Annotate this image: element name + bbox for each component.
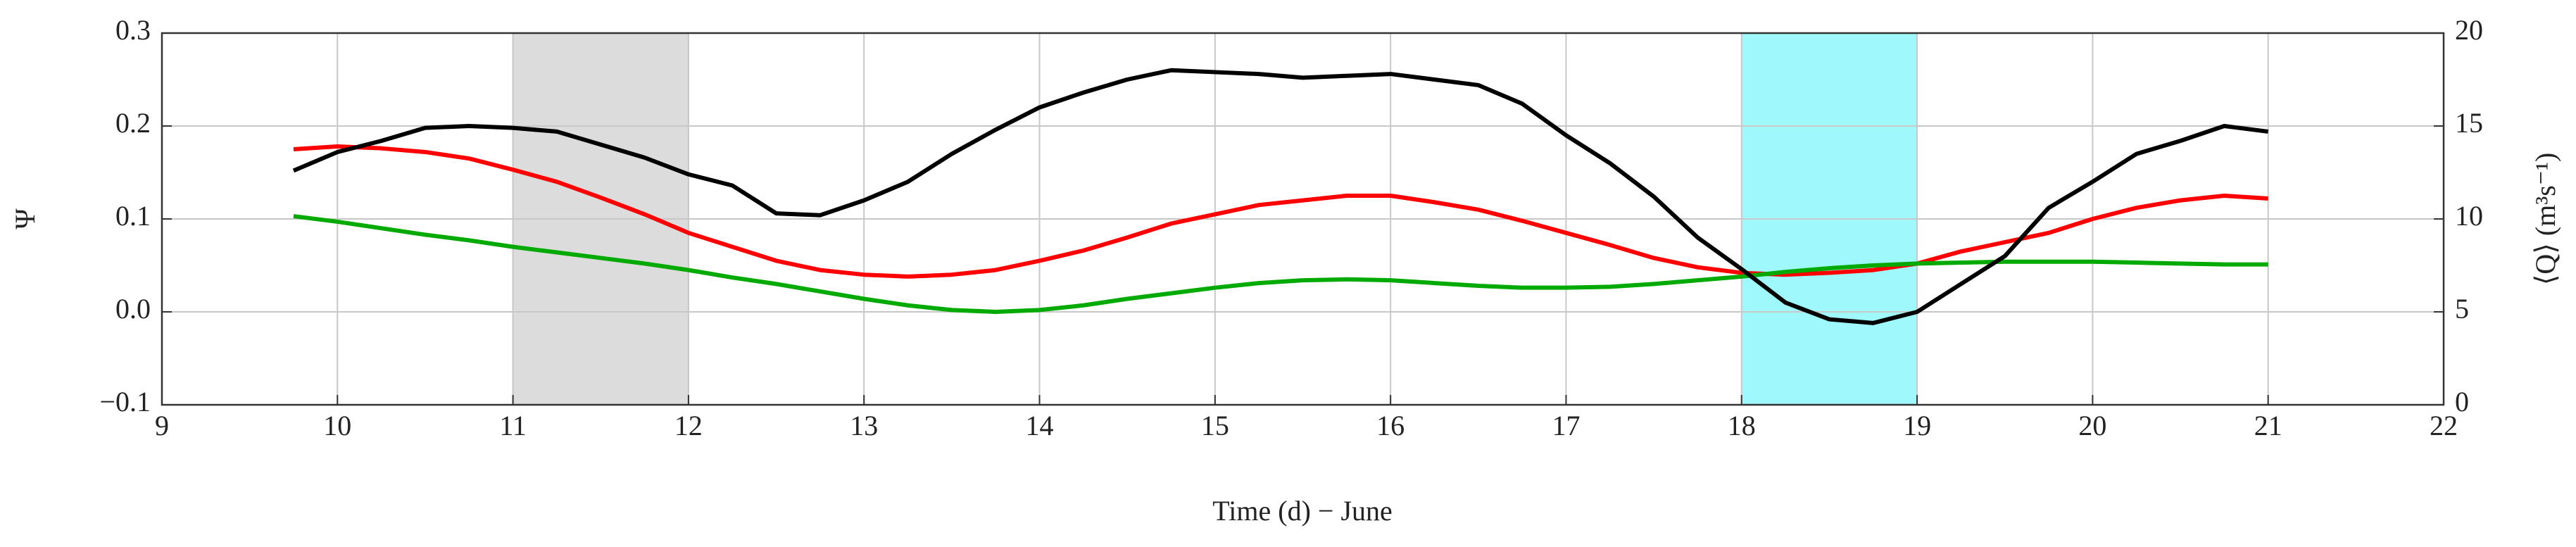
x-tick-label: 11 xyxy=(499,410,527,441)
series-line xyxy=(293,144,2268,279)
x-axis-label: Time (d) − June xyxy=(1212,495,1393,527)
x-tick-label: 10 xyxy=(323,410,351,441)
x-tick-label: 20 xyxy=(2078,410,2106,441)
y-tick-label: 0.2 xyxy=(115,107,151,139)
y-tick-label: 0.1 xyxy=(115,200,151,232)
y2-tick-label: 15 xyxy=(2455,107,2483,139)
x-tick-label: 12 xyxy=(674,410,703,441)
y-tick-label: 0.0 xyxy=(115,293,151,325)
y2-axis-label: ⟨Q⟩ (m³s⁻¹) xyxy=(2530,153,2561,286)
x-tick-label: 13 xyxy=(850,410,878,441)
y2-tick-label: 20 xyxy=(2455,14,2483,46)
y2-tick-label: 0 xyxy=(2455,386,2469,417)
x-tick-label: 15 xyxy=(1201,410,1229,441)
x-tick-label: 16 xyxy=(1376,410,1405,441)
x-tick-label: 9 xyxy=(155,410,169,441)
y2-tick-label: 5 xyxy=(2455,293,2469,325)
y2-tick-label: 10 xyxy=(2455,200,2483,232)
x-tick-label: 18 xyxy=(1728,410,1756,441)
y-tick-label: 0.3 xyxy=(115,14,151,46)
x-tick-label: 19 xyxy=(1903,410,1931,441)
x-tick-label: 22 xyxy=(2430,410,2458,441)
plot-frame xyxy=(161,32,2445,406)
x-tick-label: 14 xyxy=(1026,410,1054,441)
y-axis-label: Ψ xyxy=(9,208,41,230)
series-line xyxy=(293,214,2268,314)
x-tick-label: 21 xyxy=(2254,410,2282,441)
series-line xyxy=(292,68,2269,325)
y-tick-label: −0.1 xyxy=(99,386,151,417)
x-tick-label: 17 xyxy=(1552,410,1580,441)
